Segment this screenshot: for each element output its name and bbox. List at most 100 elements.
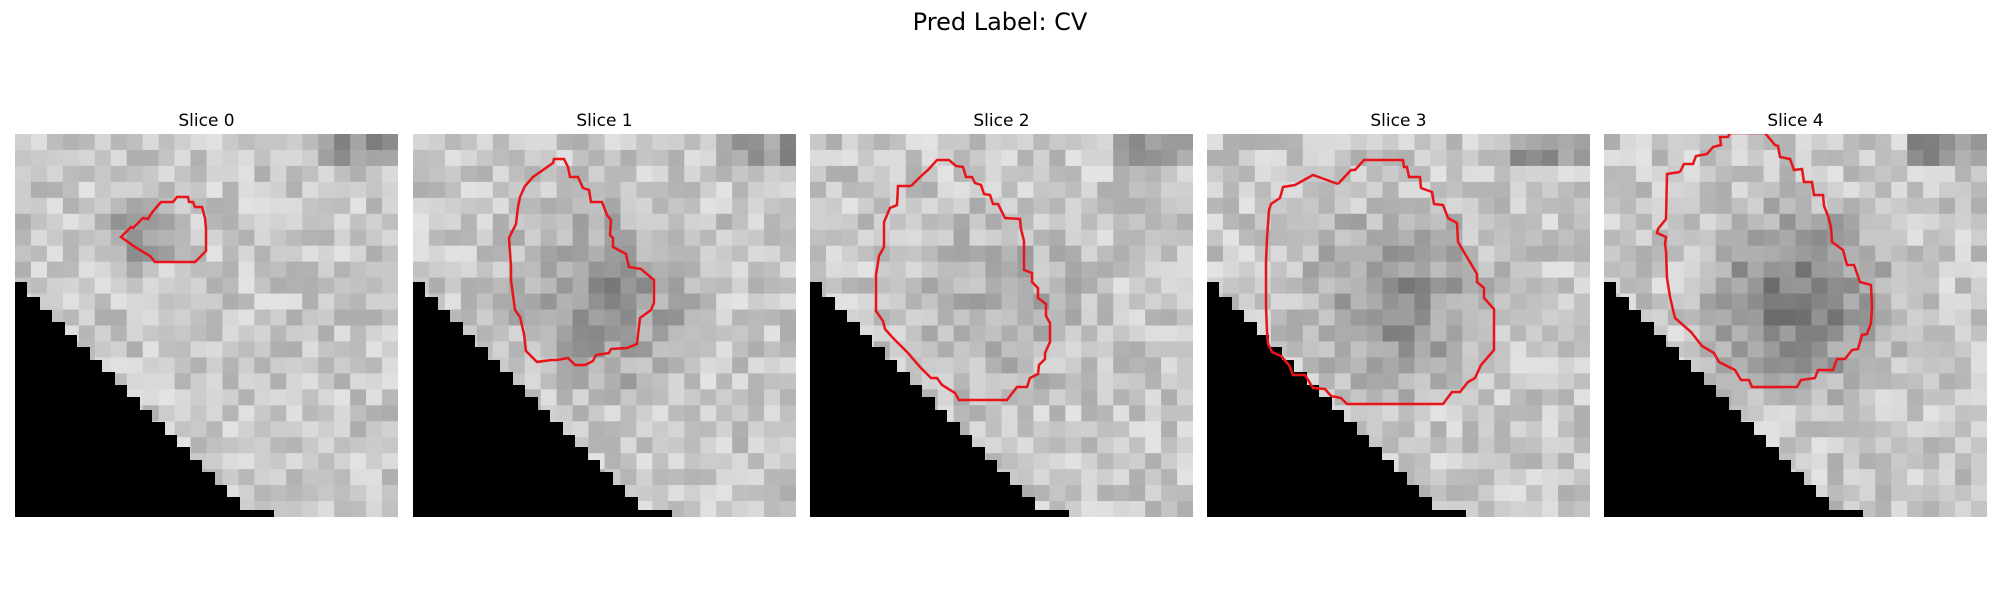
image-pixel (254, 165, 271, 183)
image-pixel (1542, 437, 1559, 454)
image-pixel (716, 229, 733, 247)
slice-panel-0: Slice 0 (15, 108, 398, 517)
image-pixel (1699, 181, 1717, 199)
image-pixel (15, 134, 32, 151)
image-pixel (780, 501, 796, 517)
image-pixel (1699, 213, 1717, 231)
image-pixel (1604, 181, 1621, 199)
image-pixel (1875, 485, 1892, 502)
image-pixel (1875, 149, 1892, 167)
image-pixel (540, 245, 558, 263)
image-pixel (94, 293, 112, 311)
image-pixel (873, 229, 891, 247)
image-pixel (222, 197, 240, 215)
image-pixel (1382, 389, 1400, 406)
image-pixel (1049, 197, 1066, 215)
image-pixel (1795, 213, 1813, 231)
image-pixel (1065, 181, 1082, 199)
image-pixel (1129, 389, 1146, 406)
image-pixel (1747, 229, 1765, 247)
image-pixel (302, 469, 319, 486)
image-pixel (1971, 341, 1987, 359)
image-pixel (1510, 277, 1527, 295)
image-pixel (652, 293, 669, 311)
image-pixel (1033, 197, 1050, 215)
slice-image (1207, 134, 1590, 517)
image-pixel (857, 229, 875, 247)
image-pixel (254, 213, 271, 231)
image-pixel (1811, 229, 1829, 247)
image-pixel (1558, 245, 1575, 263)
image-pixel (1971, 245, 1987, 263)
image-pixel (1129, 293, 1146, 311)
image-pixel (1510, 149, 1527, 167)
image-pixel (857, 277, 875, 295)
image-pixel (825, 134, 843, 151)
image-pixel (174, 134, 192, 151)
image-pixel (1017, 341, 1035, 359)
image-pixel (1334, 165, 1352, 183)
image-pixel (1526, 245, 1543, 263)
image-pixel (620, 421, 638, 438)
image-pixel (302, 261, 319, 279)
image-pixel (366, 437, 383, 454)
image-pixel (572, 341, 590, 359)
image-pixel (1604, 165, 1621, 183)
image-pixel (1398, 181, 1416, 199)
image-pixel (1907, 373, 1924, 390)
image-pixel (1350, 181, 1368, 199)
image-pixel (732, 357, 749, 374)
image-pixel (1859, 213, 1876, 231)
image-pixel (1779, 293, 1797, 311)
image-pixel (1446, 309, 1463, 327)
image-pixel (1526, 325, 1543, 343)
image-pixel (1827, 453, 1844, 470)
image-pixel (476, 213, 494, 231)
image-pixel (1161, 389, 1178, 406)
image-pixel (953, 389, 971, 406)
image-pixel (1795, 181, 1813, 199)
image-pixel (1542, 229, 1559, 247)
image-pixel (238, 213, 255, 231)
image-pixel (556, 261, 574, 279)
image-pixel (318, 134, 335, 151)
image-pixel (174, 277, 192, 295)
image-pixel (366, 229, 383, 247)
image-pixel (700, 293, 717, 311)
image-pixel (1827, 197, 1844, 215)
image-pixel (1366, 357, 1384, 374)
image-pixel (748, 277, 765, 295)
image-pixel (174, 357, 192, 374)
image-pixel (1382, 261, 1400, 279)
image-pixel (1747, 341, 1765, 359)
image-pixel (1462, 469, 1479, 486)
image-pixel (350, 437, 367, 454)
image-pixel (1574, 197, 1590, 215)
image-pixel (1017, 293, 1035, 311)
image-pixel (1113, 134, 1130, 151)
image-pixel (556, 213, 574, 231)
image-pixel (572, 293, 590, 311)
image-pixel (1350, 245, 1368, 263)
image-pixel (1097, 357, 1114, 374)
image-pixel (636, 149, 653, 167)
image-pixel (1526, 437, 1543, 454)
image-pixel (716, 134, 733, 151)
image-pixel (1542, 213, 1559, 231)
image-pixel (78, 213, 96, 231)
image-pixel (636, 213, 653, 231)
image-pixel (1382, 213, 1400, 231)
image-pixel (1891, 325, 1908, 343)
image-pixel (46, 261, 64, 279)
image-pixel (700, 325, 717, 343)
image-pixel (15, 165, 32, 183)
image-pixel (1222, 181, 1240, 199)
image-pixel (1731, 293, 1749, 311)
image-pixel (476, 149, 494, 167)
image-pixel (46, 197, 64, 215)
image-pixel (1366, 245, 1384, 263)
image-pixel (1683, 309, 1701, 327)
image-pixel (1542, 421, 1559, 438)
image-pixel (810, 245, 827, 263)
image-pixel (873, 293, 891, 311)
